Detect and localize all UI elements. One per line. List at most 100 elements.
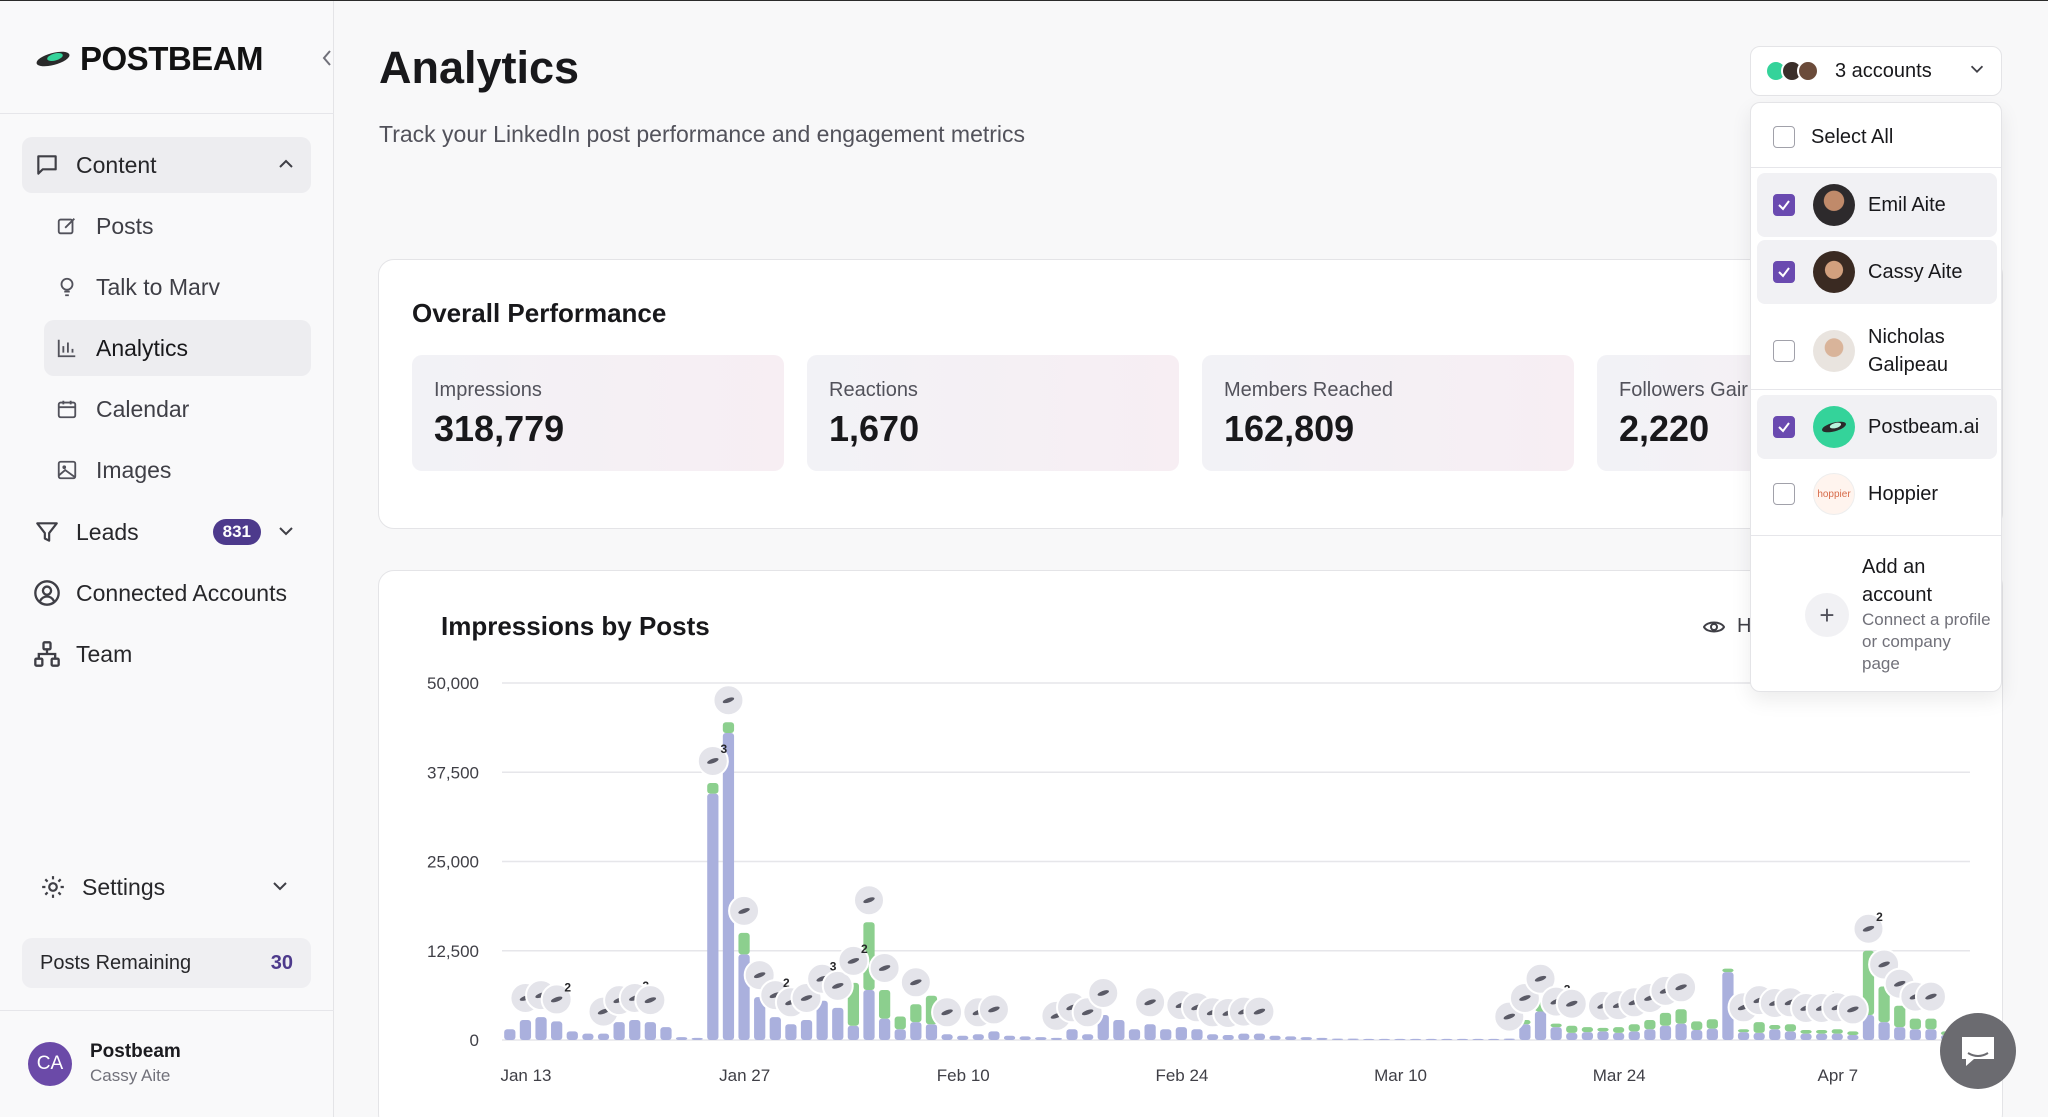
sidebar-item-label: Connected Accounts: [76, 579, 287, 606]
collapse-sidebar-button[interactable]: [316, 47, 338, 69]
window-top-edge: [0, 0, 2048, 1]
sidebar-item-label: Talk to Marv: [96, 273, 220, 300]
sidebar-item-label: Calendar: [96, 395, 190, 422]
chevron-up-icon: [275, 153, 297, 181]
accounts-dropdown: Select All Emil Aite Cassy Aite Nicholas…: [1750, 102, 2002, 692]
metric-label: Impressions: [434, 379, 542, 401]
lightbulb-icon: [54, 274, 80, 300]
chevron-down-icon: [275, 520, 297, 548]
sidebar-divider: [0, 113, 334, 114]
user-profile[interactable]: CA Postbeam Cassy Aite: [28, 1041, 181, 1086]
sidebar-item-connected-accounts[interactable]: Connected Accounts: [22, 565, 311, 621]
bar-chart-icon: [54, 335, 80, 361]
avatar: [1813, 330, 1855, 372]
user-name: Postbeam: [90, 1041, 181, 1062]
account-name: Emil Aite: [1868, 194, 1946, 216]
accounts-selector-label: 3 accounts: [1835, 59, 1932, 82]
metric-value: 1,670: [829, 408, 920, 449]
hide-toggle-label: H: [1737, 615, 1752, 637]
account-option-cassy-aite[interactable]: Cassy Aite: [1757, 240, 1997, 304]
sidebar-item-label: Posts: [96, 212, 154, 239]
account-name: Hoppier: [1868, 483, 1939, 505]
check-icon: [1778, 267, 1790, 278]
impressions-card-title: Impressions by Posts: [441, 611, 710, 641]
account-option-nicholas-galipeau[interactable]: Nicholas Galipeau: [1757, 309, 1997, 393]
posts-remaining-label: Posts Remaining: [40, 951, 192, 974]
sidebar-item-settings[interactable]: Settings: [22, 859, 311, 915]
avatar: [1813, 184, 1855, 226]
page-title: Analytics: [379, 42, 580, 93]
account-option-emil-aite[interactable]: Emil Aite: [1757, 173, 1997, 237]
sidebar-item-team[interactable]: Team: [22, 626, 311, 682]
hoppier-logo-icon: hoppier: [1813, 473, 1855, 515]
metric-reactions: Reactions 1,670: [807, 355, 1179, 471]
page-subtitle: Track your LinkedIn post performance and…: [379, 121, 1026, 147]
sidebar-item-posts[interactable]: Posts: [44, 198, 311, 254]
calendar-icon: [54, 396, 80, 422]
message-square-icon: [32, 150, 62, 180]
sidebar-item-label: Content: [76, 151, 157, 178]
plus-icon[interactable]: +: [1805, 593, 1849, 637]
account-checkbox[interactable]: [1773, 416, 1795, 438]
leads-count-badge: 831: [212, 519, 261, 545]
account-name: Postbeam.ai: [1868, 416, 1980, 438]
avatar: CA: [28, 1041, 72, 1086]
sidebar: POSTBEAM Content Posts Talk to Marv Anal…: [0, 1, 334, 1117]
metric-label: Reactions: [829, 379, 918, 401]
account-name: Cassy Aite: [1868, 261, 1963, 283]
brand-logo[interactable]: POSTBEAM: [34, 39, 264, 79]
overall-performance-title: Overall Performance: [412, 298, 667, 328]
metric-members-reached: Members Reached 162,809: [1202, 355, 1574, 471]
chevron-down-icon: [1967, 59, 1987, 84]
metric-value: 2,220: [1619, 408, 1710, 449]
sidebar-item-analytics[interactable]: Analytics: [44, 320, 311, 376]
chat-icon: [1962, 1037, 1994, 1066]
account-checkbox[interactable]: [1773, 340, 1795, 362]
sidebar-item-label: Images: [96, 456, 172, 483]
account-option-hoppier[interactable]: hoppier Hoppier: [1757, 462, 1997, 526]
metric-impressions: Impressions 318,779: [412, 355, 784, 471]
metric-value: 162,809: [1224, 408, 1355, 449]
eye-icon: [1703, 621, 1725, 632]
hide-toggle[interactable]: H: [1703, 615, 1751, 638]
sidebar-item-talk-to-marv[interactable]: Talk to Marv: [44, 259, 311, 315]
sidebar-item-calendar[interactable]: Calendar: [44, 381, 311, 437]
chevron-left-icon: [322, 50, 331, 66]
postbeam-logo-icon: [1813, 406, 1855, 448]
metric-label: Members Reached: [1224, 379, 1393, 401]
account-checkbox[interactable]: [1773, 483, 1795, 505]
sidebar-item-leads[interactable]: Leads 831: [22, 504, 311, 560]
add-account-title[interactable]: Add an account: [1862, 556, 1933, 606]
sidebar-divider: [0, 1010, 334, 1011]
image-icon: [54, 457, 80, 483]
sidebar-item-label: Analytics: [96, 334, 189, 361]
select-all-checkbox[interactable]: [1773, 126, 1795, 148]
funnel-icon: [32, 517, 62, 547]
account-checkbox[interactable]: [1773, 194, 1795, 216]
check-icon: [1778, 422, 1790, 433]
accounts-selector-button[interactable]: 3 accounts: [1750, 46, 2002, 96]
sidebar-item-label: Settings: [82, 873, 166, 900]
user-subname: Cassy Aite: [90, 1066, 171, 1085]
posts-remaining-count: 30: [270, 951, 293, 974]
sidebar-item-label: Team: [76, 640, 133, 667]
account-avatar-stack: [1765, 60, 1819, 82]
dropdown-divider: [1751, 389, 2001, 390]
team-icon: [32, 639, 62, 669]
select-all-label: Select All: [1811, 126, 1894, 148]
dropdown-divider: [1751, 535, 2001, 536]
sidebar-item-images[interactable]: Images: [44, 442, 311, 498]
select-all-option[interactable]: Select All: [1757, 115, 1997, 159]
account-checkbox[interactable]: [1773, 261, 1795, 283]
edit-icon: [54, 213, 80, 239]
brand-name: POSTBEAM: [80, 40, 264, 77]
metric-label: Followers Gair: [1619, 379, 1748, 401]
sidebar-item-content[interactable]: Content: [22, 137, 311, 193]
check-icon: [1778, 200, 1790, 211]
add-account-subtitle: Connect a profile or company page: [1862, 610, 1991, 673]
account-name: Nicholas Galipeau: [1868, 326, 1949, 376]
postbeam-logo-icon: [36, 51, 70, 67]
account-option-postbeam-ai[interactable]: Postbeam.ai: [1757, 395, 1997, 459]
dropdown-divider: [1751, 167, 2001, 168]
chat-support-button[interactable]: [1940, 1013, 2016, 1089]
